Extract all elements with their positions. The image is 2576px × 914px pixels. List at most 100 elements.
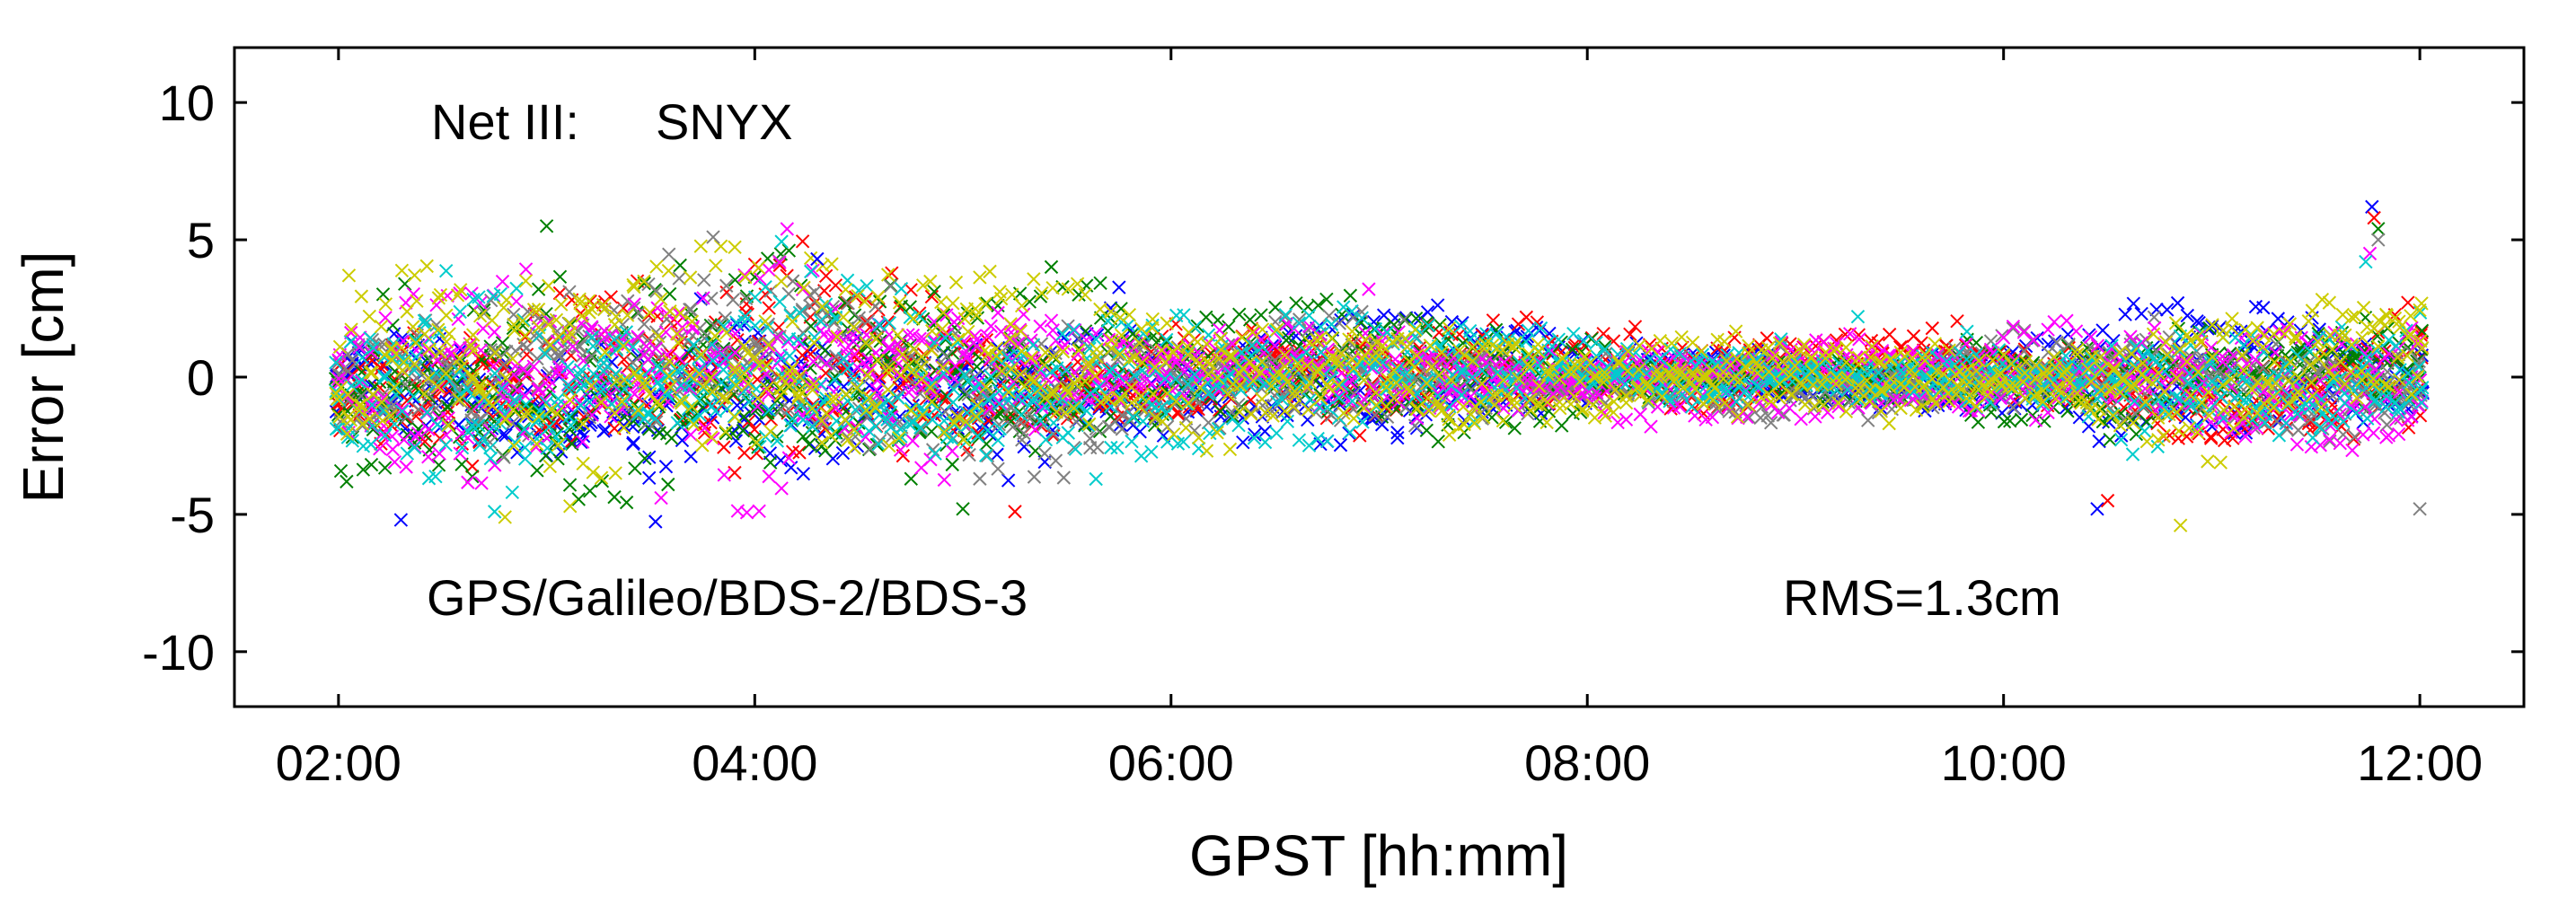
data-point	[576, 354, 591, 368]
data-point	[937, 472, 952, 488]
data-point	[795, 234, 810, 249]
data-point	[2401, 295, 2415, 310]
data-point	[521, 366, 535, 381]
data-point	[1082, 386, 1098, 401]
data-point	[992, 417, 1006, 432]
data-point	[495, 274, 510, 289]
data-point	[751, 440, 765, 454]
data-point	[883, 405, 898, 419]
data-point	[641, 470, 657, 485]
data-point	[1718, 399, 1733, 414]
data-point	[461, 430, 475, 445]
data-point	[551, 391, 566, 406]
data-point	[1037, 446, 1052, 461]
data-point	[2271, 312, 2285, 326]
data-point	[2123, 330, 2138, 344]
data-point	[719, 426, 733, 441]
data-point	[626, 436, 640, 452]
data-point	[1408, 312, 1424, 326]
data-point	[913, 331, 927, 347]
data-point	[399, 460, 413, 474]
data-point	[461, 382, 475, 396]
data-point	[803, 342, 817, 356]
data-point	[1666, 350, 1681, 365]
data-point	[719, 278, 734, 293]
data-point	[453, 340, 467, 355]
data-point	[991, 305, 1005, 321]
data-point	[1882, 327, 1897, 342]
data-point	[576, 435, 590, 449]
data-point	[1841, 395, 1857, 410]
data-point	[696, 291, 710, 305]
data-point	[1705, 409, 1720, 425]
data-point	[1830, 382, 1844, 398]
data-point	[1028, 444, 1043, 458]
data-point	[498, 428, 513, 443]
data-point	[717, 468, 731, 482]
data-point	[970, 338, 984, 353]
data-point	[2095, 414, 2111, 429]
data-point	[1101, 419, 1116, 435]
data-point	[1048, 453, 1063, 468]
data-point	[2041, 322, 2055, 337]
data-point	[781, 334, 795, 349]
data-point	[1089, 421, 1104, 436]
data-point	[1628, 320, 1643, 334]
data-point	[378, 428, 393, 443]
data-point	[792, 445, 807, 460]
data-point	[2414, 394, 2429, 409]
data-point	[2289, 437, 2305, 452]
data-point	[973, 471, 987, 486]
data-point	[1112, 280, 1126, 294]
data-point	[672, 351, 687, 366]
data-point	[2060, 404, 2075, 418]
data-point	[411, 402, 426, 417]
data-point	[1997, 414, 2012, 429]
data-point	[1016, 307, 1031, 321]
data-point	[1930, 347, 1945, 362]
data-point	[374, 361, 389, 375]
data-point	[1257, 424, 1272, 439]
data-point	[607, 489, 622, 505]
data-point	[1385, 394, 1400, 409]
data-point	[2203, 429, 2219, 444]
data-point	[356, 462, 371, 477]
data-point	[1082, 431, 1098, 446]
data-point	[1971, 415, 1986, 429]
data-point	[376, 369, 392, 383]
data-point	[2149, 302, 2164, 317]
data-point	[638, 451, 652, 466]
data-point	[824, 330, 839, 345]
data-point	[1046, 426, 1061, 442]
data-point	[752, 504, 766, 519]
data-point	[1518, 391, 1532, 406]
data-point	[519, 347, 534, 362]
data-point	[1507, 421, 1522, 435]
data-point	[2041, 345, 2056, 360]
data-point	[410, 371, 424, 386]
data-point	[406, 286, 421, 302]
data-point	[498, 409, 512, 424]
data-point	[1334, 312, 1348, 328]
data-point	[672, 271, 686, 286]
data-point	[1390, 431, 1405, 445]
data-point	[984, 319, 998, 333]
data-point	[863, 441, 878, 456]
data-point	[1044, 313, 1059, 328]
data-point	[1302, 319, 1317, 334]
data-point	[2162, 428, 2177, 443]
data-point	[461, 475, 475, 489]
data-point	[1001, 473, 1016, 488]
data-point	[410, 426, 426, 441]
data-point	[837, 295, 852, 311]
data-point	[1398, 400, 1413, 415]
data-point	[1188, 391, 1203, 407]
data-point	[967, 409, 982, 424]
data-point	[1815, 394, 1831, 409]
data-point	[1554, 418, 1569, 433]
data-point	[2238, 426, 2254, 440]
data-point	[2346, 354, 2360, 368]
data-point	[365, 398, 379, 412]
data-point	[1341, 393, 1356, 408]
data-point	[785, 274, 800, 288]
